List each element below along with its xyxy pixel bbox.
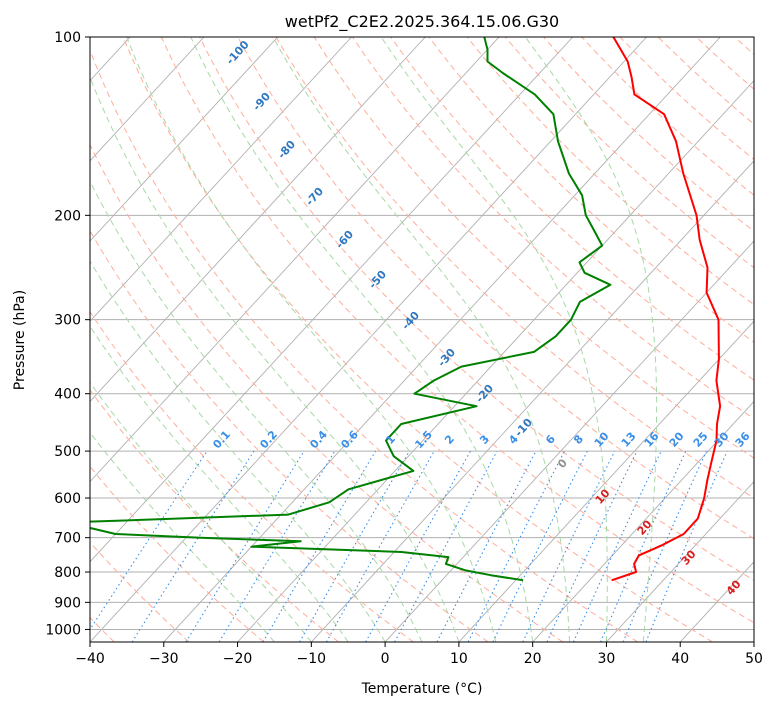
moist-adiabat	[90, 325, 349, 642]
dewpoint-profile	[90, 37, 612, 582]
x-tick-label: −40	[75, 651, 105, 667]
isotherm	[90, 37, 352, 322]
x-axis-label: Temperature (°C)	[361, 681, 483, 697]
x-tick-label: 20	[524, 651, 542, 667]
y-tick-label: 100	[54, 30, 81, 46]
dry-adiabat	[275, 37, 754, 499]
dry-adiabat	[390, 37, 754, 381]
dry-adiabat	[90, 229, 489, 642]
mixing-ratio-line	[546, 450, 638, 642]
isotherm	[163, 37, 721, 642]
dry-adiabat	[160, 37, 754, 624]
isotherm	[237, 79, 754, 642]
mixing-ratio-line	[262, 450, 377, 642]
y-tick-label: 300	[54, 313, 81, 329]
x-tick-label: 0	[381, 651, 390, 667]
dry-adiabat	[351, 37, 754, 420]
mixing-ratio-line	[185, 450, 305, 642]
temperature-profile	[611, 37, 722, 582]
mixing-ratio-line	[572, 450, 662, 642]
x-tick-label: 40	[671, 651, 689, 667]
dry-adiabat	[122, 37, 713, 642]
isotherm	[90, 37, 500, 483]
moist-adiabat	[90, 381, 312, 642]
mixing-ratio-line	[622, 450, 707, 642]
y-tick-label: 400	[54, 387, 81, 403]
dry-adiabat	[199, 37, 754, 581]
y-tick-label: 200	[54, 208, 81, 224]
y-tick-label: 800	[54, 565, 81, 581]
isotherm	[532, 400, 754, 642]
mixing-ratio-line	[90, 450, 208, 631]
x-tick-label: −10	[297, 651, 327, 667]
x-tick-label: 10	[450, 651, 468, 667]
mixing-ratio-line	[299, 450, 410, 642]
y-tick-label: 1000	[45, 622, 81, 638]
moist-adiabat	[190, 37, 534, 642]
dry-adiabat	[90, 49, 639, 642]
dry-adiabat	[90, 310, 414, 642]
dry-adiabat	[504, 37, 754, 269]
chart-title: wetPf2_C2E2.2025.364.15.06.G30	[285, 12, 559, 32]
moist-adiabat	[272, 37, 571, 642]
x-tick-label: −30	[149, 651, 179, 667]
x-tick-label: 50	[745, 651, 763, 667]
mixing-ratio-line	[522, 450, 616, 642]
plot-frame	[89, 36, 755, 643]
isotherm	[90, 37, 279, 242]
moist-adiabat	[90, 76, 460, 642]
y-tick-label: 700	[54, 531, 81, 547]
y-tick-label: 500	[54, 444, 81, 460]
mixing-ratio-line	[218, 450, 336, 642]
x-axis: −40 −30 −20 −10 0 10 20 30 40 50	[75, 642, 763, 667]
mixing-ratio-line	[365, 450, 471, 642]
y-axis: 100 200 300 400 500 600 700 800 900 1000	[45, 30, 90, 638]
moist-adiabat	[126, 37, 497, 642]
background-lines	[90, 37, 754, 642]
isotherm	[458, 320, 754, 642]
isotherm	[384, 240, 754, 642]
isotherm	[90, 37, 574, 563]
isotherm	[90, 37, 426, 403]
mixing-ratio-line	[131, 450, 255, 642]
isotherm	[90, 37, 205, 162]
mixing-ratio-line	[394, 450, 498, 642]
x-tick-label: 30	[598, 651, 616, 667]
moist-adiabat	[90, 180, 423, 642]
profiles	[90, 37, 722, 582]
x-tick-label: −20	[223, 651, 253, 667]
moist-adiabat	[524, 37, 658, 642]
moist-adiabat	[380, 37, 608, 642]
dry-adiabat	[313, 37, 754, 459]
dry-adiabat	[90, 143, 564, 642]
mixing-ratio-line	[600, 450, 687, 642]
y-tick-label: 600	[54, 491, 81, 507]
mixing-ratio-line	[325, 450, 435, 642]
isotherm	[90, 37, 647, 642]
isotherm	[606, 480, 754, 642]
y-tick-label: 900	[54, 595, 81, 611]
dry-adiabat	[543, 37, 754, 232]
y-axis-label: Pressure (hPa)	[12, 290, 28, 390]
